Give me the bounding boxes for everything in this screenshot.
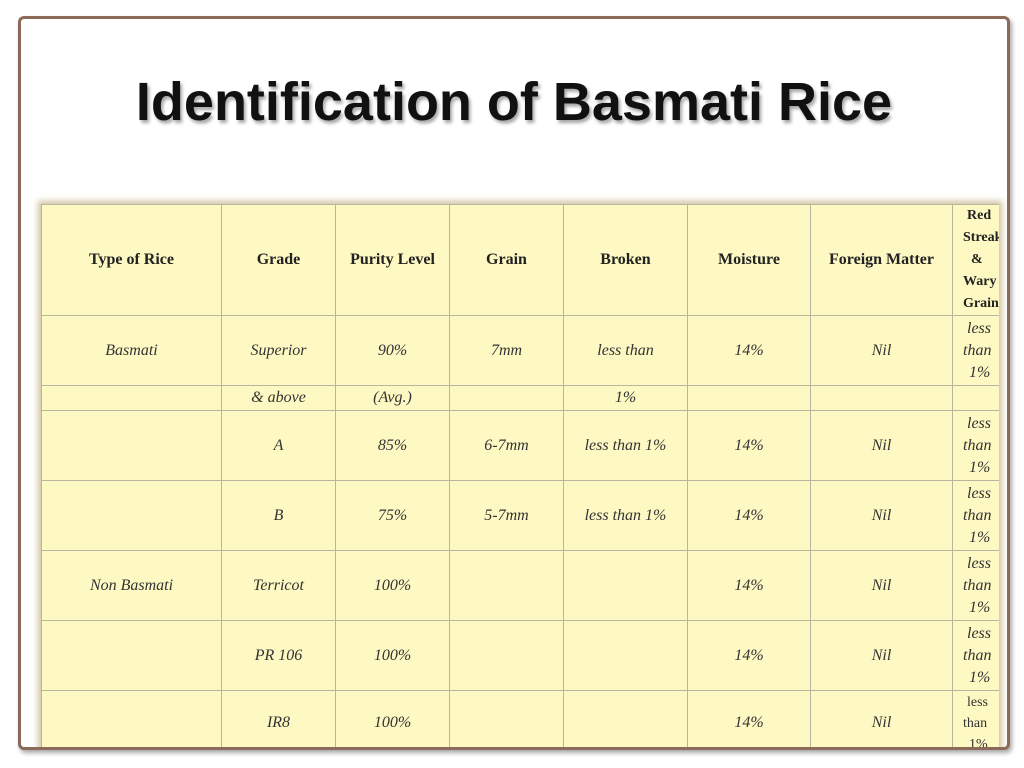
header-red-streak: Red Streak & Wary Grains <box>952 204 999 316</box>
cell-red-streak: less than 1% <box>952 315 999 386</box>
cell-type: Non Basmati <box>41 550 222 621</box>
cell-moisture: 14% <box>687 620 811 691</box>
cell-broken <box>563 690 688 747</box>
rice-table-image: Type of Rice Grade Purity Level Grain Br… <box>41 204 999 750</box>
cell-type <box>41 385 222 411</box>
cell-red-streak-line: less <box>967 319 991 337</box>
cell-broken <box>563 620 688 691</box>
cell-foreign-matter <box>810 385 953 411</box>
cell-red-streak-line: than <box>963 506 992 524</box>
table-row: & above (Avg.) 1% <box>41 385 999 411</box>
cell-red-streak <box>952 385 999 411</box>
table-row: Non Basmati Terricot 100% 14% Nil less t… <box>41 550 999 621</box>
table-header-row: Type of Rice Grade Purity Level Grain Br… <box>41 204 999 316</box>
cell-red-streak-line: 1% <box>969 458 991 476</box>
cell-type <box>41 410 222 481</box>
cell-moisture: 14% <box>687 410 811 481</box>
header-broken: Broken <box>563 204 688 316</box>
cell-red-streak: less than 1% <box>952 410 999 481</box>
header-grain: Grain <box>449 204 564 316</box>
header-moisture: Moisture <box>687 204 811 316</box>
cell-purity: 75% <box>335 480 450 551</box>
cell-grade: & above <box>221 385 336 411</box>
cell-grain <box>449 690 564 747</box>
cell-moisture <box>687 385 811 411</box>
cell-grade: A <box>221 410 336 481</box>
cell-broken: less than 1% <box>563 410 688 481</box>
table-row: B 75% 5-7mm less than 1% 14% Nil less th… <box>41 480 999 551</box>
cell-purity: 100% <box>335 690 450 747</box>
header-purity-level: Purity Level <box>335 204 450 316</box>
cell-foreign-matter: Nil <box>810 410 953 481</box>
table-row: A 85% 6-7mm less than 1% 14% Nil less th… <box>41 410 999 481</box>
cell-broken: less than <box>563 315 688 386</box>
cell-grain <box>449 385 564 411</box>
cell-broken: less than 1% <box>563 480 688 551</box>
cell-foreign-matter: Nil <box>810 690 953 747</box>
cell-red-streak-line: less <box>967 624 991 642</box>
cell-red-streak-line: less <box>967 554 991 572</box>
cell-broken: 1% <box>563 385 688 411</box>
cell-red-streak-line: 1% <box>969 528 991 546</box>
cell-red-streak-line: 1% <box>969 363 991 381</box>
cell-red-streak-line: 1% <box>969 736 988 750</box>
cell-grain: 7mm <box>449 315 564 386</box>
cell-red-streak-line: than <box>963 646 992 664</box>
rice-grade-table: Type of Rice Grade Purity Level Grain Br… <box>41 204 999 750</box>
cell-foreign-matter: Nil <box>810 620 953 691</box>
header-red-streak-line: Grains <box>963 296 999 311</box>
cell-type <box>41 620 222 691</box>
cell-grain <box>449 550 564 621</box>
cell-moisture: 14% <box>687 480 811 551</box>
cell-grade: IR8 <box>221 690 336 747</box>
cell-type <box>41 480 222 551</box>
cell-purity: 90% <box>335 315 450 386</box>
cell-purity: 100% <box>335 550 450 621</box>
cell-grain: 6-7mm <box>449 410 564 481</box>
cell-grade: PR 106 <box>221 620 336 691</box>
cell-grade: B <box>221 480 336 551</box>
cell-purity: 100% <box>335 620 450 691</box>
cell-grain <box>449 620 564 691</box>
slide: Identification of Basmati Rice Type of R… <box>18 16 1010 750</box>
cell-red-streak-line: than <box>963 576 992 594</box>
cell-grade: Superior <box>221 315 336 386</box>
cell-red-streak-line: less <box>967 484 991 502</box>
cell-red-streak-line: 1% <box>969 598 991 616</box>
cell-grain: 5-7mm <box>449 480 564 551</box>
slide-title: Identification of Basmati Rice <box>135 72 893 132</box>
header-red-streak-line: Red <box>967 208 992 223</box>
cell-red-streak-line: less <box>967 694 988 710</box>
cell-red-streak: less than 1% <box>952 480 999 551</box>
header-grade: Grade <box>221 204 336 316</box>
cell-moisture: 14% <box>687 690 811 747</box>
cell-red-streak-line: than <box>963 341 992 359</box>
table-row: Basmati Superior 90% 7mm less than 14% N… <box>41 315 999 386</box>
table-row: PR 106 100% 14% Nil less than 1% <box>41 620 999 691</box>
cell-broken <box>563 550 688 621</box>
cell-grade: Terricot <box>221 550 336 621</box>
cell-red-streak-line: less <box>967 414 991 432</box>
cell-red-streak-line: than <box>963 436 992 454</box>
header-type-of-rice: Type of Rice <box>41 204 222 316</box>
cell-red-streak: less than 1% <box>952 690 999 750</box>
cell-foreign-matter: Nil <box>810 480 953 551</box>
cell-purity: 85% <box>335 410 450 481</box>
cell-purity: (Avg.) <box>335 385 450 411</box>
cell-red-streak-line: 1% <box>969 668 991 686</box>
cell-moisture: 14% <box>687 315 811 386</box>
header-red-streak-line: Streak <box>963 230 999 245</box>
cell-red-streak-line: than <box>963 715 988 731</box>
cell-red-streak: less than 1% <box>952 620 999 691</box>
header-red-streak-line: & <box>971 252 983 267</box>
cell-foreign-matter: Nil <box>810 315 953 386</box>
cell-moisture: 14% <box>687 550 811 621</box>
header-foreign-matter: Foreign Matter <box>810 204 953 316</box>
header-red-streak-line: Wary <box>963 274 997 289</box>
cell-foreign-matter: Nil <box>810 550 953 621</box>
cell-red-streak: less than 1% <box>952 550 999 621</box>
table-row: IR8 100% 14% Nil less than 1% <box>41 690 999 750</box>
cell-type <box>41 690 222 747</box>
cell-type: Basmati <box>41 315 222 386</box>
